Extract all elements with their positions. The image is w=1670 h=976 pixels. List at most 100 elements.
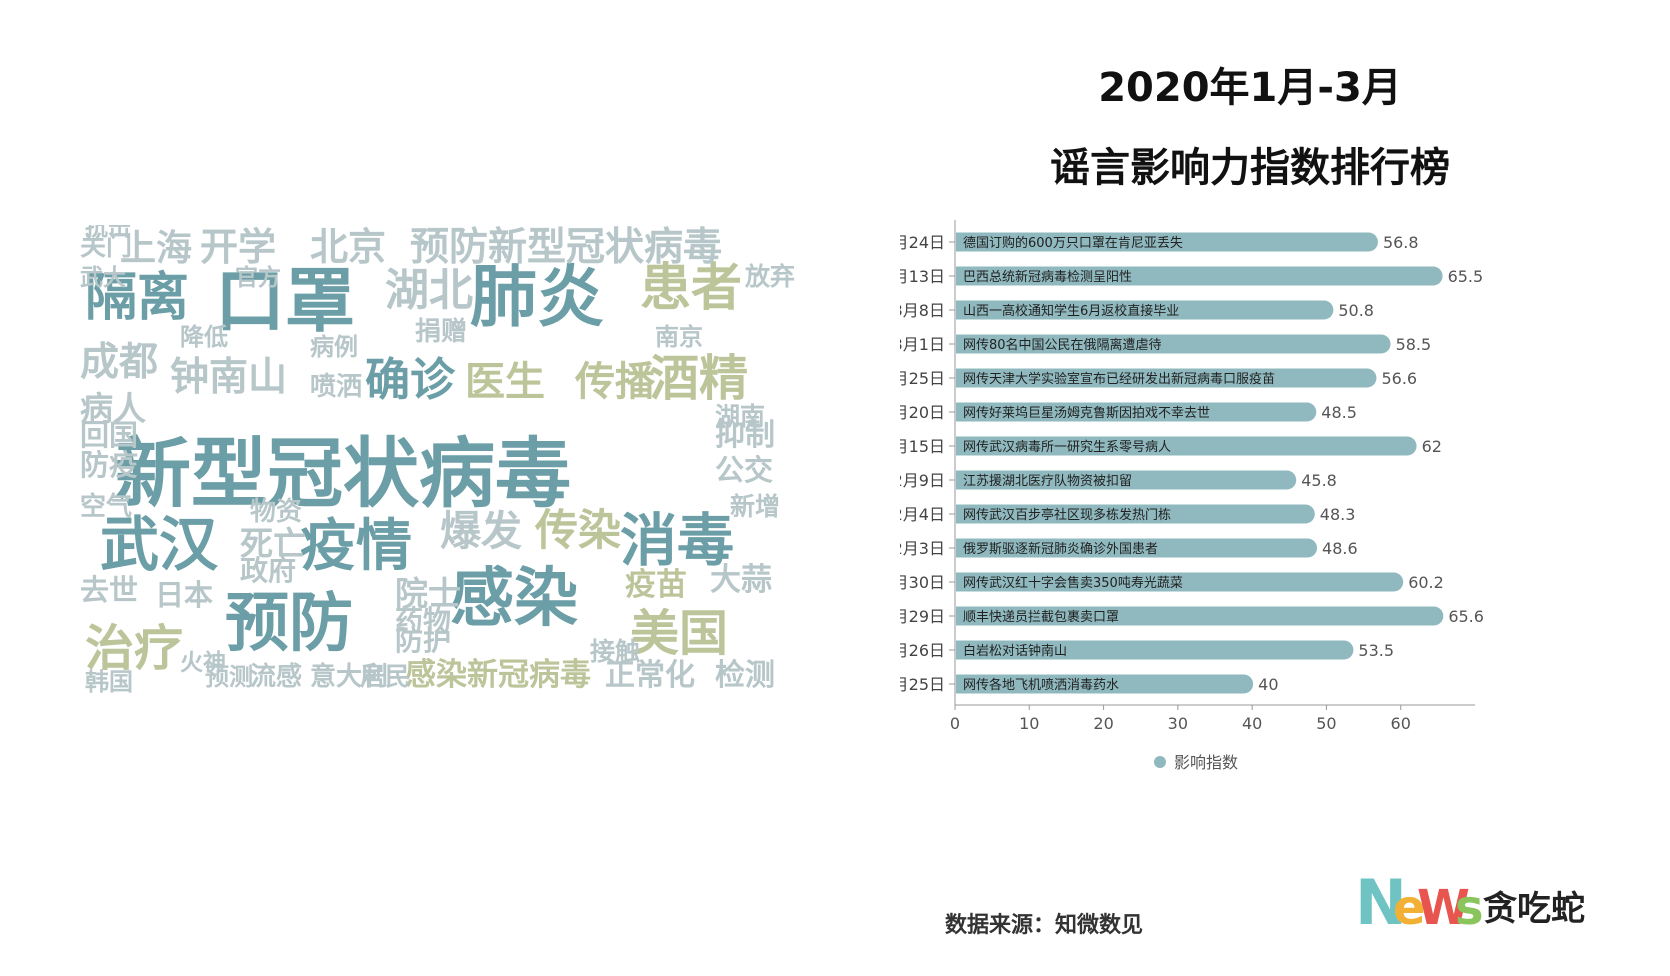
x-tick-label: 40 <box>1242 714 1262 733</box>
cloud-word: 上海 <box>120 227 192 269</box>
x-tick-label: 0 <box>950 714 960 733</box>
x-tick-label: 30 <box>1168 714 1188 733</box>
cloud-word: 正常化 <box>605 658 695 693</box>
cloud-word: 大蒜 <box>710 562 772 598</box>
bar <box>956 232 1378 252</box>
logo-text: 贪吃蛇 <box>1483 889 1585 929</box>
x-tick-label: 60 <box>1391 714 1411 733</box>
logo-letter: N <box>1355 866 1407 939</box>
cloud-word: 官方 <box>235 264 281 291</box>
cloud-word: 空气 <box>80 491 132 522</box>
cloud-word: 消毒 <box>620 507 734 574</box>
cloud-word: 成都 <box>80 339 158 385</box>
cloud-word: 武汉 <box>100 510 219 579</box>
bar <box>956 334 1391 354</box>
bar-left-edge <box>956 232 968 252</box>
y-tick-label: 1月30日 <box>900 573 945 592</box>
data-label: 56.6 <box>1381 369 1417 388</box>
cloud-word: 公交 <box>715 453 773 487</box>
cloud-word: 政府 <box>240 554 296 587</box>
x-tick-label: 50 <box>1316 714 1336 733</box>
cloud-word: 湖南 <box>715 402 765 431</box>
bar-left-edge <box>956 470 968 490</box>
cloud-word: 韩国 <box>85 667 133 696</box>
cloud-word: 流感 <box>250 662 302 692</box>
bar <box>956 470 1297 490</box>
bar <box>956 606 1444 626</box>
data-label: 60.2 <box>1408 573 1444 592</box>
legend-marker <box>1154 756 1166 768</box>
cloud-word: 防护 <box>395 624 451 657</box>
cloud-word: 新型冠状病毒 <box>115 429 571 518</box>
cloud-word: 感染 <box>450 561 578 636</box>
bar-left-edge <box>956 674 968 694</box>
bar-left-edge <box>956 334 968 354</box>
bar-label: 网传武汉百步亭社区现多栋发热门栋 <box>963 507 1171 523</box>
cloud-word: 病人 <box>80 389 146 428</box>
bar <box>956 266 1443 286</box>
cloud-word: 南京 <box>655 322 703 351</box>
cloud-word: 传播 <box>574 358 656 405</box>
logo-letter: W <box>1417 880 1470 936</box>
cloud-word: 疫苗 <box>625 567 687 603</box>
data-label: 62 <box>1422 437 1442 456</box>
y-tick-label: 1月25日 <box>900 675 945 694</box>
bar <box>956 674 1254 694</box>
cloud-word: 回国 <box>80 418 138 452</box>
data-label: 58.5 <box>1396 335 1432 354</box>
data-label: 56.8 <box>1383 233 1419 252</box>
bar-left-edge <box>956 402 968 422</box>
cloud-word: 喷洒 <box>310 372 362 402</box>
bar-label: 山西一高校通知学生6月返校直接毕业 <box>963 303 1179 319</box>
cloud-word: 抑制 <box>715 418 775 453</box>
bar-left-edge <box>956 572 968 592</box>
data-label: 65.6 <box>1448 607 1484 626</box>
y-tick-label: 2月25日 <box>900 369 945 388</box>
cloud-word: 抗击 <box>85 225 131 241</box>
y-tick-label: 1月26日 <box>900 641 945 660</box>
bar-left-edge <box>956 606 968 626</box>
cloud-word: 去世 <box>80 573 138 607</box>
cloud-word: 预防新型冠状病毒 <box>410 225 722 270</box>
cloud-word: 新增 <box>730 492 780 521</box>
cloud-word: 预测 <box>205 662 253 691</box>
y-tick-label: 2月20日 <box>900 403 945 422</box>
data-label: 48.5 <box>1321 403 1357 422</box>
bar <box>956 300 1334 320</box>
logo-letter: s <box>1455 880 1484 936</box>
y-tick-label: 3月24日 <box>900 233 945 252</box>
bar-left-edge <box>956 504 968 524</box>
cloud-word: 开学 <box>200 225 276 269</box>
cloud-word: 物资 <box>250 497 302 527</box>
y-tick-label: 3月13日 <box>900 267 945 286</box>
data-label: 48.3 <box>1320 505 1356 524</box>
cloud-word: 预防 <box>225 586 353 661</box>
legend-label: 影响指数 <box>1174 753 1238 772</box>
y-tick-label: 3月1日 <box>900 335 945 354</box>
y-tick-label: 2月4日 <box>900 505 945 524</box>
bar-label: 巴西总统新冠病毒检测呈阳性 <box>963 269 1132 285</box>
bar <box>956 538 1318 558</box>
bar-left-edge <box>956 368 968 388</box>
y-tick-label: 2月15日 <box>900 437 945 456</box>
bar <box>956 572 1404 592</box>
cloud-word: 火神 <box>180 649 226 676</box>
bar-left-edge <box>956 640 968 660</box>
cloud-word: 放弃 <box>744 262 795 291</box>
bar <box>956 504 1315 524</box>
cloud-word: 爆发 <box>440 507 522 555</box>
bar-label: 网传80名中国公民在俄隔离遭虐待 <box>963 337 1162 353</box>
chart-title-line1: 2020年1月-3月 <box>1098 65 1402 111</box>
cloud-word: 居民 <box>360 662 410 691</box>
logo-letter: e <box>1393 880 1426 936</box>
cloud-word: 治疗 <box>85 619 183 677</box>
bar-label: 网传各地飞机喷洒消毒药水 <box>963 677 1119 693</box>
bar-label: 俄罗斯驱逐新冠肺炎确诊外国患者 <box>963 541 1158 557</box>
data-label: 53.5 <box>1358 641 1394 660</box>
cloud-word: 钟南山 <box>170 354 287 400</box>
cloud-word: 疫情 <box>300 513 412 579</box>
bar <box>956 640 1354 660</box>
bar-left-edge <box>956 538 968 558</box>
